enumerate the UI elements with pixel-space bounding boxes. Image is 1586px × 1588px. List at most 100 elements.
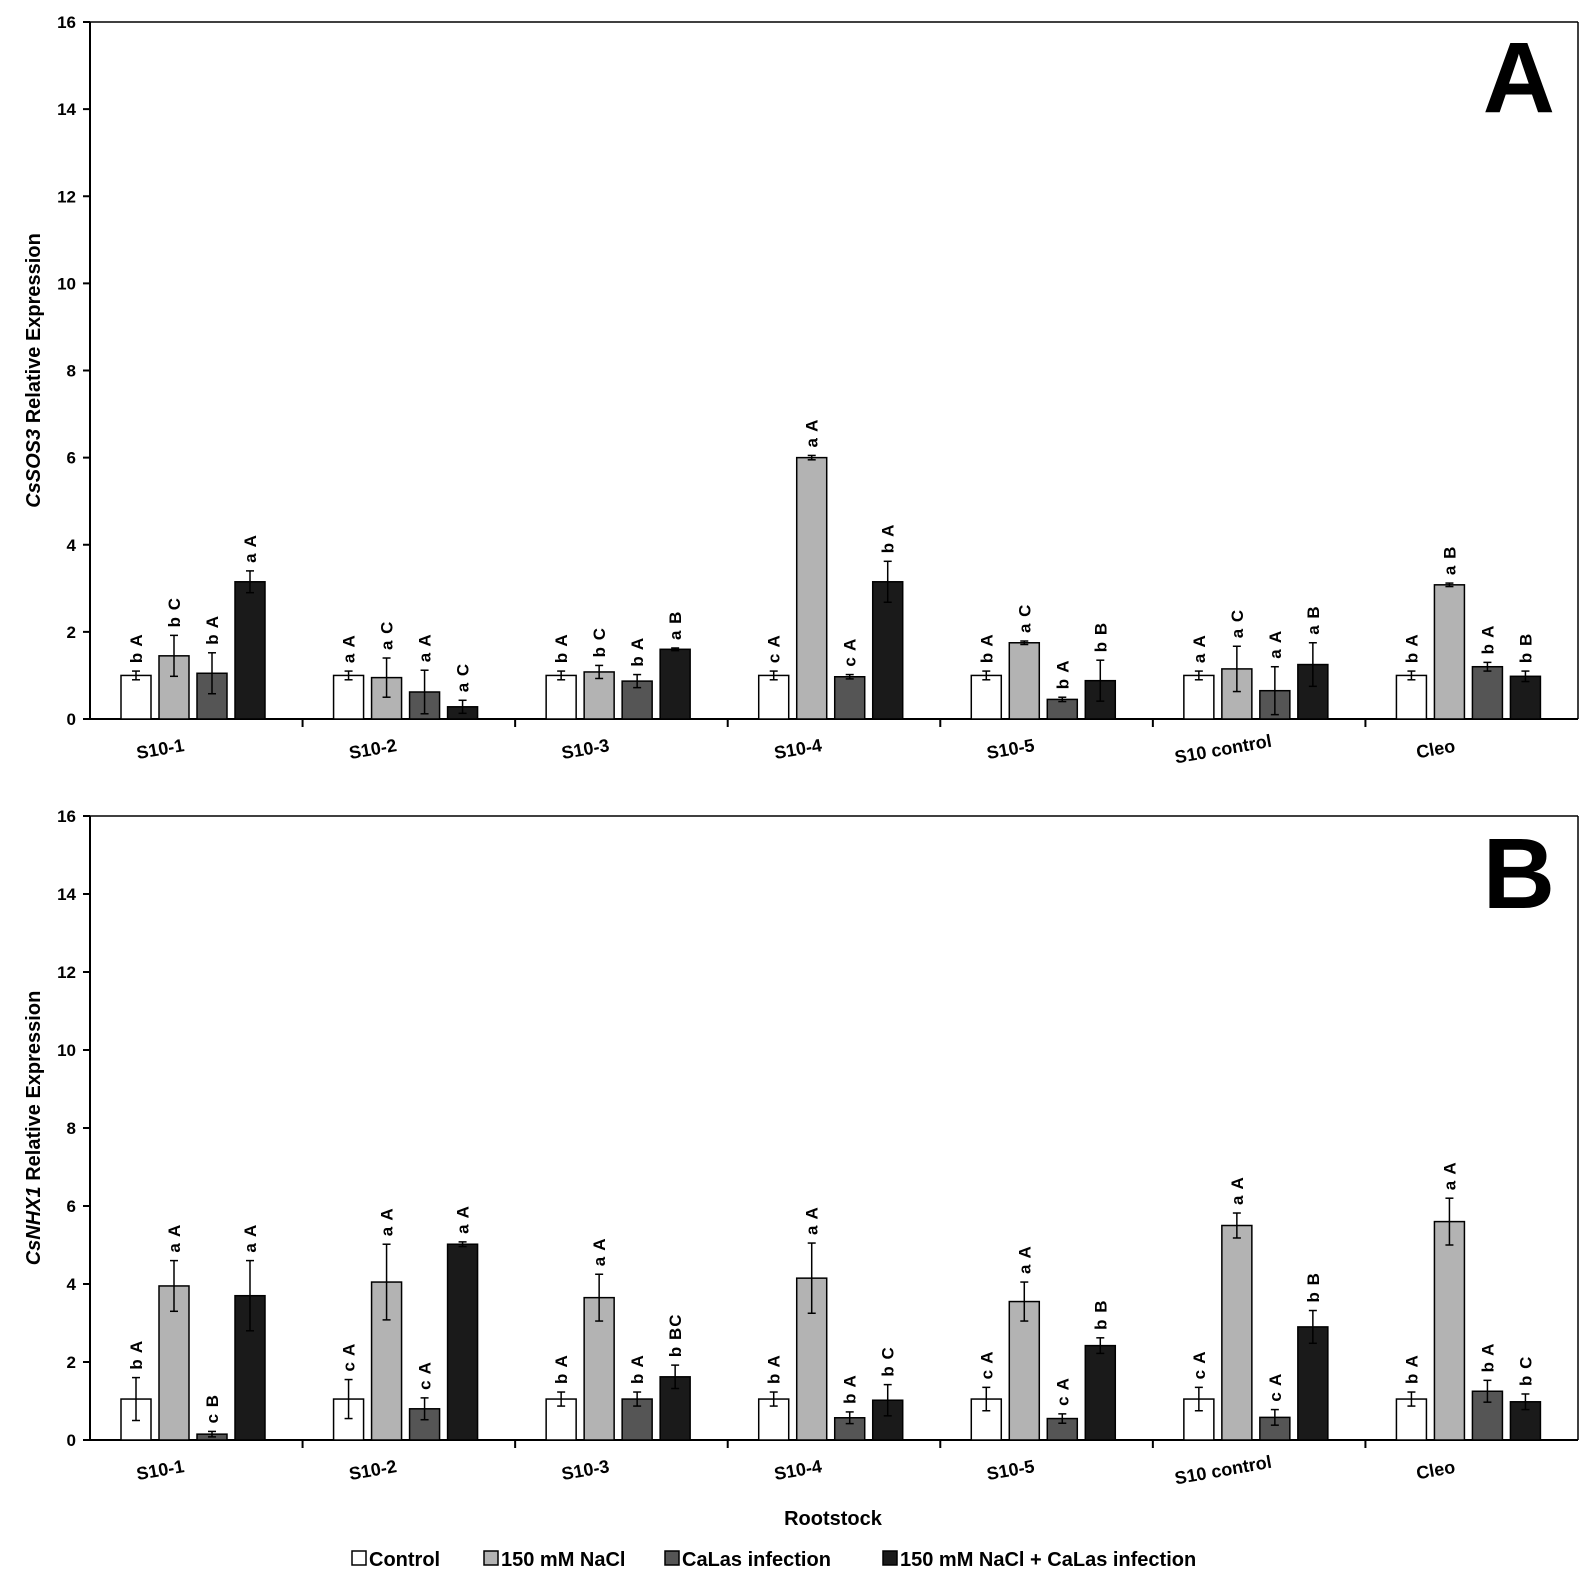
x-axis-title: Rootstock [784, 1508, 883, 1530]
significance-label: a A [241, 1224, 260, 1253]
bar [1433, 1220, 1466, 1441]
legend-label: 150 mM NaCl + CaLas infection [900, 1549, 1196, 1571]
legend-swatch [664, 1550, 680, 1566]
legend-label: Control [369, 1549, 440, 1571]
significance-label: a C [454, 663, 473, 692]
significance-label: c A [841, 638, 860, 667]
significance-label: b A [1478, 1343, 1497, 1373]
significance-label: b A [1478, 625, 1497, 655]
bar [1046, 698, 1079, 720]
bar [1084, 1344, 1117, 1441]
y-tick-label: 12 [57, 963, 76, 982]
x-tick-label: S10-5 [985, 1456, 1036, 1484]
panel-letter: A [1483, 22, 1555, 134]
significance-label: a A [416, 633, 435, 662]
significance-label: b C [1516, 1356, 1535, 1386]
significance-label: c B [203, 1394, 222, 1423]
bar [1008, 642, 1041, 720]
bar [583, 671, 615, 720]
bar [795, 456, 828, 720]
significance-label: b A [628, 637, 647, 667]
y-tick-label: 2 [67, 1353, 76, 1372]
x-tick-label: S10-1 [135, 735, 186, 763]
significance-label: c A [1266, 1373, 1285, 1402]
significance-label: b BC [666, 1313, 685, 1357]
significance-label: a A [590, 1237, 609, 1266]
significance-label: b A [1402, 633, 1421, 663]
y-tick-label: 10 [57, 274, 76, 293]
bar [871, 581, 904, 720]
significance-label: a A [165, 1224, 184, 1253]
significance-label: a A [1015, 1245, 1034, 1274]
bar [446, 1243, 479, 1441]
y-tick-label: 14 [57, 885, 76, 904]
significance-label: a A [803, 1206, 822, 1235]
bar [332, 674, 365, 720]
x-tick-label: S10 control [1173, 1452, 1273, 1489]
y-tick-label: 4 [67, 1275, 77, 1294]
panel-letter: B [1483, 818, 1555, 930]
significance-label: a A [454, 1205, 473, 1234]
significance-label: b B [1091, 1299, 1110, 1329]
bar [970, 674, 1003, 720]
significance-label: a A [1440, 1161, 1459, 1190]
significance-label: b A [879, 524, 898, 554]
significance-label: b A [203, 615, 222, 645]
bar [659, 648, 691, 720]
significance-label: b C [590, 627, 609, 657]
significance-label: b A [127, 1340, 146, 1370]
significance-label: a A [378, 1207, 397, 1236]
bar [833, 675, 866, 720]
y-axis-title: CsSOS3 Relative Expression [23, 233, 45, 508]
significance-label: b C [879, 1346, 898, 1376]
significance-label: a A [1190, 634, 1209, 663]
significance-label: b A [977, 633, 996, 663]
legend-label: CaLas infection [682, 1549, 831, 1571]
significance-label: b A [552, 1354, 571, 1384]
significance-label: c A [1053, 1377, 1072, 1406]
bar [1395, 674, 1428, 720]
y-tick-label: 16 [57, 807, 76, 826]
significance-label: b A [628, 1354, 647, 1384]
significance-label: a C [378, 621, 397, 650]
y-axis-title-rest: Relative Expression [23, 991, 45, 1187]
y-axis-title-gene: CsSOS3 [23, 429, 45, 508]
significance-label: b B [1304, 1272, 1323, 1302]
significance-label: b B [1091, 622, 1110, 652]
significance-label: c A [977, 1351, 996, 1380]
legend-swatch [483, 1550, 499, 1566]
significance-label: a A [803, 419, 822, 448]
x-tick-label: S10-3 [560, 1456, 611, 1484]
y-axis-title: CsNHX1 Relative Expression [23, 991, 45, 1266]
significance-label: c A [340, 1343, 359, 1372]
y-tick-label: 8 [67, 362, 76, 381]
y-tick-label: 14 [57, 100, 76, 119]
x-tick-label: Cleo [1415, 1457, 1457, 1483]
significance-label: c A [416, 1361, 435, 1390]
significance-label: a A [340, 634, 359, 663]
x-tick-label: Cleo [1415, 736, 1457, 762]
bar [1433, 584, 1466, 720]
significance-label: c A [765, 634, 784, 663]
significance-label: b A [841, 1374, 860, 1404]
y-tick-label: 10 [57, 1041, 76, 1060]
significance-label: b A [127, 633, 146, 663]
significance-label: a B [666, 611, 685, 640]
significance-label: b A [552, 633, 571, 663]
significance-label: a A [1228, 1176, 1247, 1205]
significance-label: a B [1440, 546, 1459, 575]
bar [120, 674, 152, 720]
y-tick-label: 8 [67, 1119, 76, 1138]
y-tick-label: 0 [67, 710, 76, 729]
bar [158, 655, 190, 720]
significance-label: b A [1402, 1354, 1421, 1384]
x-tick-label: S10 control [1173, 731, 1273, 768]
legend-label: 150 mM NaCl [501, 1549, 626, 1571]
y-tick-label: 16 [57, 13, 76, 32]
chart-panel-b: 0 2 4 6 8 10 12 14 16 CsNHX1 Relative Expression B… [23, 807, 1579, 1489]
bar [1183, 674, 1215, 720]
bar [1297, 1326, 1329, 1441]
y-axis-title-rest: Relative Expression [23, 233, 45, 429]
x-tick-label: S10-5 [985, 735, 1036, 763]
